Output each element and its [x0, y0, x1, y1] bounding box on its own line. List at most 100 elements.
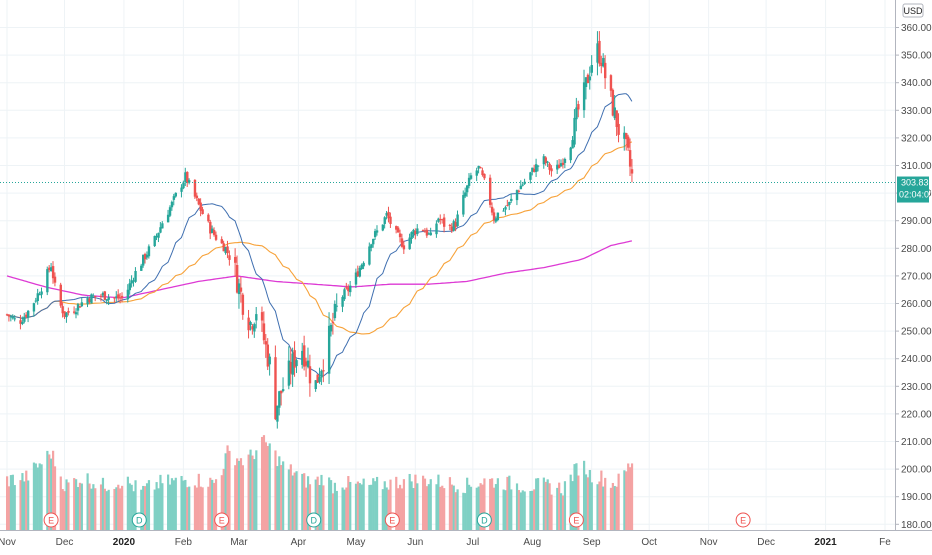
- dividend-marker[interactable]: D: [476, 512, 492, 528]
- candle-body: [128, 283, 131, 291]
- volume-bar: [318, 485, 321, 530]
- candle-body: [132, 280, 135, 282]
- price-tick-label: 180.00: [901, 520, 932, 531]
- price-tick-label: 230.00: [901, 382, 932, 393]
- candle-body: [142, 254, 145, 266]
- volume-bar: [115, 487, 118, 530]
- volume-bar: [556, 487, 559, 530]
- price-tick-label: 340.00: [901, 78, 932, 89]
- volume-bar: [437, 474, 440, 530]
- volume-bar: [508, 475, 511, 530]
- earnings-marker[interactable]: E: [43, 512, 59, 528]
- volume-bar: [121, 485, 124, 530]
- event-circle: [568, 512, 584, 528]
- price-tick-label: 210.00: [901, 437, 932, 448]
- volume-bar: [180, 475, 183, 530]
- price-tick-label: 350.00: [901, 51, 932, 62]
- last-price-tag: 303.83 02:04:01: [897, 176, 932, 203]
- volume-bar: [303, 473, 306, 530]
- candle-body: [475, 170, 478, 176]
- volume-bar: [625, 471, 628, 530]
- candle-body: [119, 297, 122, 299]
- candle-body: [209, 221, 212, 234]
- volume-bar: [105, 491, 108, 530]
- earnings-marker[interactable]: E: [214, 512, 230, 528]
- volume-bar: [571, 481, 574, 530]
- time-axis[interactable]: Nov Dec 2020 Feb Mar Apr May Jun Jul Aug Sep Oct Nov…: [0, 537, 891, 548]
- candle-body: [101, 293, 105, 296]
- volume-bar: [241, 465, 244, 530]
- candle-body: [61, 306, 64, 314]
- candle-body: [354, 272, 358, 285]
- volume-bar: [226, 445, 229, 530]
- volume-bar: [596, 484, 599, 530]
- candle-body: [373, 231, 377, 238]
- candle-body: [496, 212, 500, 221]
- volume-bar: [80, 483, 83, 530]
- volume-bar: [92, 484, 95, 530]
- candle-body: [375, 230, 379, 233]
- candle-body: [586, 74, 590, 84]
- time-tick-label: Apr: [291, 537, 307, 548]
- volume-bar: [630, 463, 634, 530]
- volume-bar: [61, 489, 64, 530]
- candle-body: [490, 206, 494, 213]
- volume-bar: [144, 486, 147, 530]
- candle-body: [452, 221, 455, 231]
- volume-bar: [280, 465, 283, 530]
- volume-bar: [266, 445, 269, 530]
- candle-body: [523, 181, 526, 184]
- candle-body: [510, 198, 513, 202]
- volume-bar: [6, 476, 9, 530]
- candle-body: [199, 202, 202, 211]
- candle-body: [322, 370, 325, 372]
- volume-bar: [617, 473, 620, 530]
- candle-body: [211, 228, 214, 233]
- currency-badge[interactable]: USD: [902, 3, 924, 18]
- volume-bar: [38, 463, 41, 530]
- volume-bar: [467, 484, 471, 530]
- event-label: E: [573, 516, 579, 526]
- volume-bar: [381, 489, 384, 530]
- dividend-marker[interactable]: D: [131, 512, 147, 528]
- volume-bar: [362, 478, 365, 530]
- volume-bar: [161, 483, 164, 530]
- candle-body: [235, 265, 239, 293]
- volume-bar: [126, 476, 129, 530]
- candle-body: [251, 326, 254, 330]
- candle-body: [596, 43, 599, 63]
- volume-bar: [356, 481, 360, 530]
- earnings-marker[interactable]: E: [384, 512, 400, 528]
- volume-bar: [289, 464, 292, 530]
- price-axis[interactable]: 360.00350.00340.00330.00320.00310.00300.…: [895, 23, 932, 531]
- volume-bar: [320, 474, 323, 530]
- candle-body: [262, 323, 266, 341]
- volume-bar: [462, 492, 465, 530]
- candle-body: [105, 299, 108, 301]
- candle-body: [508, 202, 511, 205]
- candle-body: [519, 185, 523, 190]
- time-tick-label: 2021: [814, 537, 837, 548]
- candle-body: [609, 75, 613, 91]
- candle-body: [521, 184, 524, 186]
- volume-bar: [454, 492, 457, 530]
- volume-bar: [521, 490, 524, 530]
- earnings-marker[interactable]: E: [735, 512, 751, 528]
- volume-bar: [322, 485, 325, 530]
- volume-bar: [134, 480, 137, 530]
- earnings-marker[interactable]: E: [568, 512, 584, 528]
- volume-bar: [491, 478, 494, 530]
- volume-bar: [343, 489, 346, 530]
- candle-body: [481, 170, 484, 175]
- candle-body: [207, 214, 210, 222]
- volume-bar: [349, 481, 352, 530]
- volume-bar: [398, 484, 402, 530]
- price-tick-label: 320.00: [901, 133, 932, 144]
- volume-bar: [523, 491, 526, 530]
- dividend-marker[interactable]: D: [306, 512, 322, 528]
- candle-body: [67, 310, 70, 313]
- volume-bar: [306, 476, 310, 530]
- volume-bar: [561, 495, 565, 530]
- volume-bar: [627, 463, 630, 530]
